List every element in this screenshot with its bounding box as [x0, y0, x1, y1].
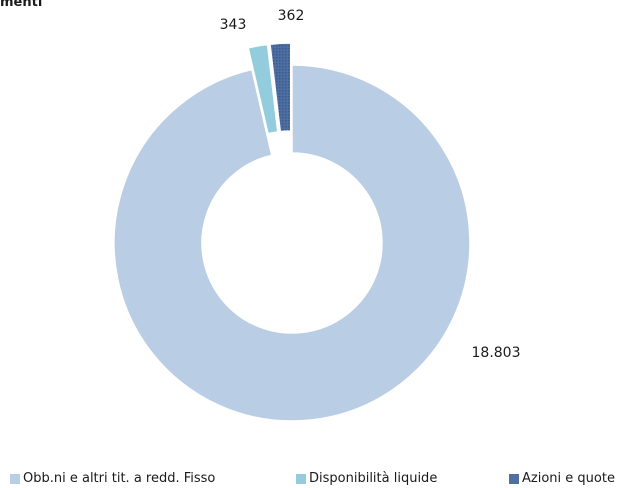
chart-legend: Obb.ni e altri tit. a redd. Fisso Dispon…	[0, 470, 629, 488]
chart-title: menti	[0, 0, 43, 10]
slice-bonds	[113, 64, 471, 422]
data-label-bonds: 18.803	[472, 345, 521, 361]
data-label-cash: 343	[220, 17, 247, 33]
legend-item-bonds: Obb.ni e altri tit. a redd. Fisso	[10, 470, 215, 488]
legend-label-equities: Azioni e quote	[522, 471, 615, 486]
legend-item-equities: Azioni e quote	[509, 470, 615, 488]
legend-swatch-equities-icon	[509, 474, 519, 484]
donut-chart: 18.803 343 362	[113, 8, 521, 422]
data-label-equities: 362	[278, 8, 305, 24]
slice-equities	[269, 42, 292, 133]
legend-swatch-cash-icon	[296, 474, 306, 484]
legend-label-bonds: Obb.ni e altri tit. a redd. Fisso	[23, 471, 216, 486]
legend-label-cash: Disponibilità liquide	[309, 471, 438, 486]
legend-item-cash: Disponibilità liquide	[296, 470, 437, 488]
legend-swatch-bonds-icon	[10, 474, 20, 484]
slice-cash	[247, 43, 279, 135]
